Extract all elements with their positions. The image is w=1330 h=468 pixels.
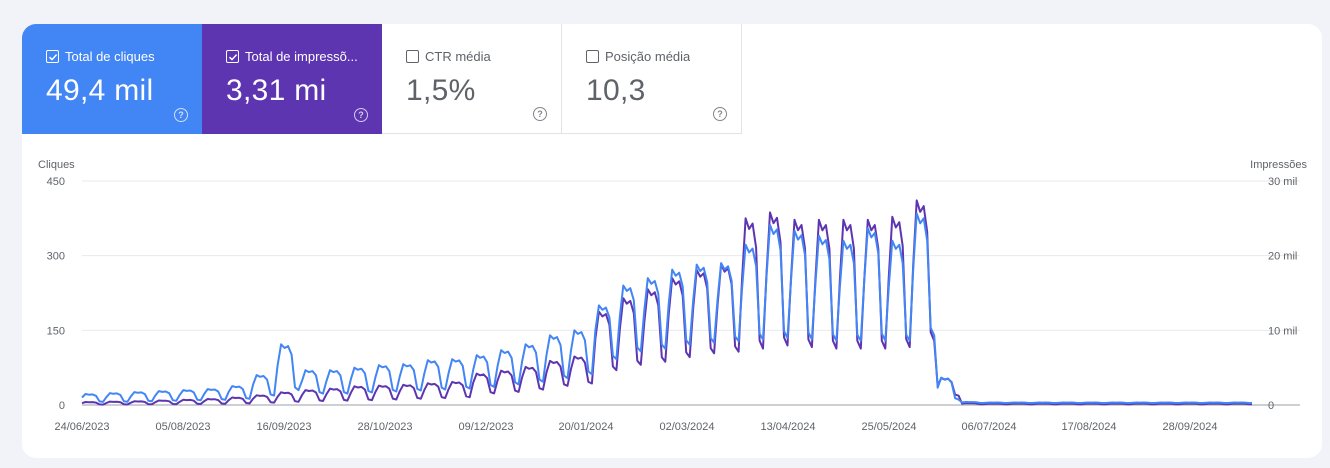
metric-tiles: Total de cliques 49,4 mil ? Total de imp… [22,24,742,134]
metric-tile-ctr[interactable]: CTR média 1,5% ? [382,24,562,134]
chart-svg: Cliques Impressões 450 300 150 0 30 mil 20 m… [38,159,1307,433]
left-axis-title: Cliques [38,159,75,171]
left-tick-label: 150 [47,325,65,337]
right-tick-label: 20 mil [1268,251,1297,263]
metric-tile-position[interactable]: Posição média 10,3 ? [562,24,742,134]
x-axis-label: 24/06/2023 [54,421,109,433]
metric-value-position: 10,3 [586,74,646,107]
left-tick-label: 300 [47,251,65,263]
x-axis-label: 02/03/2024 [659,421,714,433]
help-icon[interactable]: ? [174,108,188,122]
metric-label-impressions: Total de impressõ... [226,49,358,64]
right-axis-title: Impressões [1250,159,1307,171]
x-axis-label: 20/01/2024 [558,421,613,433]
help-icon[interactable]: ? [713,107,727,121]
help-icon[interactable]: ? [533,107,547,121]
metric-value-ctr: 1,5% [406,74,476,107]
series-line-clicks [81,212,1252,404]
left-tick-label: 0 [59,400,65,412]
right-tick-label: 10 mil [1268,325,1297,337]
x-axis-label: 25/05/2024 [861,421,916,433]
x-axis-label: 28/09/2024 [1162,421,1217,433]
metric-value-clicks: 49,4 mil [46,74,154,107]
x-axis-label: 16/09/2023 [256,421,311,433]
help-icon[interactable]: ? [354,108,368,122]
performance-card: Total de cliques 49,4 mil ? Total de imp… [22,24,1322,458]
x-axis-label: 13/04/2024 [760,421,815,433]
checkbox-checked-icon[interactable] [226,50,239,63]
right-tick-label: 30 mil [1268,176,1297,188]
metric-tile-impressions[interactable]: Total de impressõ... 3,31 mi ? [202,24,382,134]
x-axis-label: 28/10/2023 [357,421,412,433]
checkbox-checked-icon[interactable] [46,50,59,63]
x-axis-label: 05/08/2023 [155,421,210,433]
metric-value-impressions: 3,31 mi [226,74,327,107]
metric-tile-clicks[interactable]: Total de cliques 49,4 mil ? [22,24,202,134]
checkbox-unchecked-icon[interactable] [586,50,599,63]
metric-label-clicks: Total de cliques [46,49,155,64]
performance-chart: Cliques Impressões 450 300 150 0 30 mil 20 m… [22,134,1322,458]
metric-label-ctr: CTR média [406,49,491,64]
right-tick-label: 0 [1268,400,1274,412]
checkbox-unchecked-icon[interactable] [406,50,419,63]
series-line-impressions [81,199,1253,406]
metric-label-position: Posição média [586,49,690,64]
x-axis-label: 06/07/2024 [961,421,1016,433]
x-axis-label: 09/12/2023 [458,421,513,433]
left-tick-label: 450 [47,176,65,188]
x-axis-label: 17/08/2024 [1061,421,1116,433]
